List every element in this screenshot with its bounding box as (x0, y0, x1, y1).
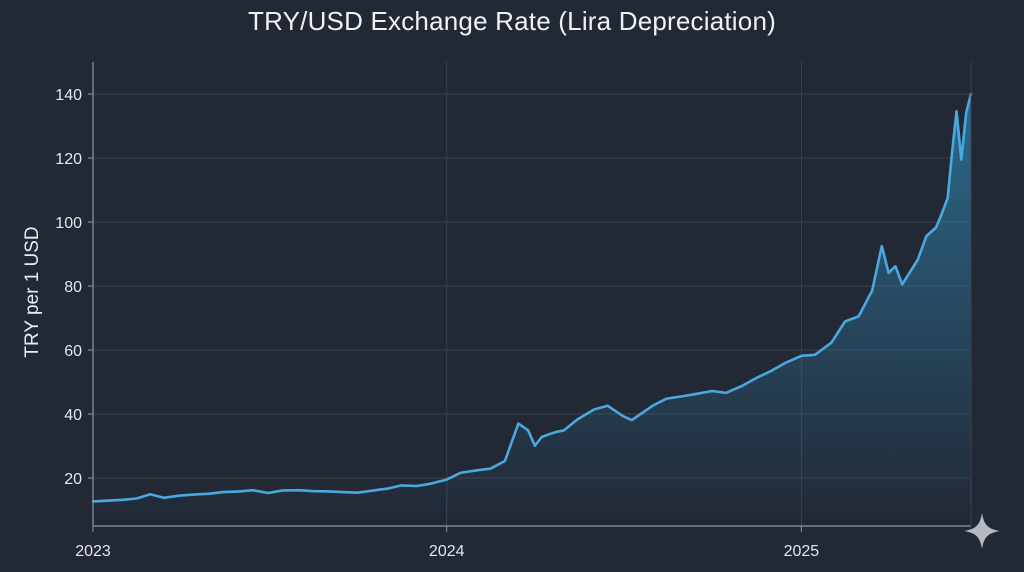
chart-title: TRY/USD Exchange Rate (Lira Depreciation… (248, 6, 776, 36)
x-tick-label: 2023 (75, 543, 111, 560)
axes (92, 62, 972, 527)
y-tick-label: 100 (55, 215, 82, 232)
y-tick-labels: 20 40 60 80 100 120 140 (55, 87, 93, 488)
series-line (91, 92, 973, 503)
y-tick-label: 80 (64, 279, 82, 296)
x-tick-label: 2025 (784, 543, 820, 560)
x-tick-label: 2024 (429, 543, 465, 560)
area-fill (93, 94, 971, 526)
x-tick-labels: 2023 2024 2025 (75, 526, 819, 560)
y-axis-label: TRY per 1 USD (22, 226, 43, 357)
y-tick-label: 60 (64, 343, 82, 360)
series-line-path (91, 92, 973, 503)
y-tick-label: 20 (64, 471, 82, 488)
sparkle-icon (964, 513, 1000, 549)
y-tick-label: 140 (55, 87, 82, 104)
y-tick-label: 40 (64, 407, 82, 424)
area-fill-shape (93, 94, 971, 526)
y-tick-label: 120 (55, 151, 82, 168)
